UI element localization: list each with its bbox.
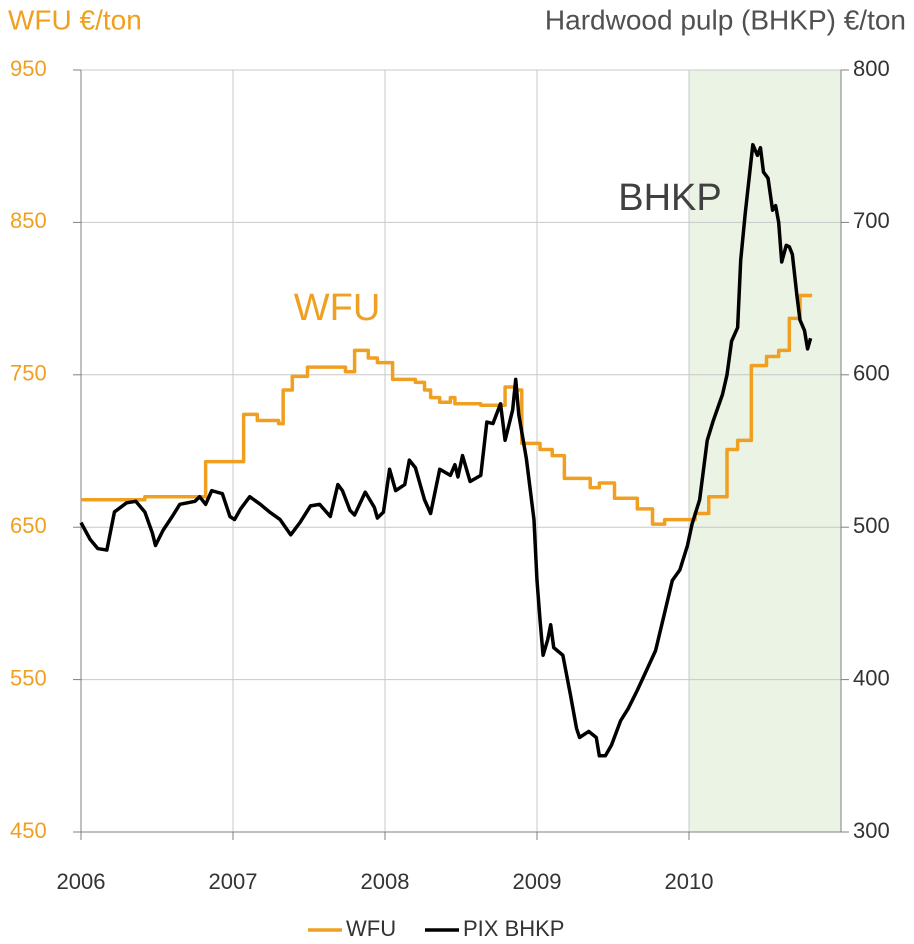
- y2-tick-label: 500: [853, 513, 890, 538]
- y-tick-label: 850: [10, 208, 47, 233]
- x-tick-label: 2006: [57, 869, 106, 894]
- y-tick-label: 950: [10, 56, 47, 81]
- y2-tick-label: 400: [853, 665, 890, 690]
- annotation: WFU: [294, 287, 381, 329]
- legend-label: PIX BHKP: [463, 916, 564, 941]
- x-tick-label: 2009: [513, 869, 562, 894]
- y2-tick-label: 300: [853, 818, 890, 843]
- x-tick-label: 2007: [209, 869, 258, 894]
- annotation: BHKP: [618, 177, 721, 219]
- y-tick-label: 650: [10, 513, 47, 538]
- y2-tick-label: 600: [853, 361, 890, 386]
- plot-area: 2006 2007 2008 2009 2010 450 550 650 750 850 950 30…: [10, 56, 890, 894]
- legend-label: WFU: [346, 916, 396, 941]
- y2-tick-label: 800: [853, 56, 890, 81]
- x-tick-label: 2008: [361, 869, 410, 894]
- y-tick-label: 750: [10, 361, 47, 386]
- y-tick-label: 550: [10, 665, 47, 690]
- data-line: [81, 293, 813, 526]
- y2-tick-label: 700: [853, 208, 890, 233]
- data-line: [79, 142, 813, 758]
- y-tick-label: 450: [10, 818, 47, 843]
- x-tick-label: 2010: [665, 869, 714, 894]
- legend: WFU PIX BHKP: [308, 916, 564, 941]
- highlight-region: [688, 69, 842, 833]
- y-axis-title: WFU €/ton: [8, 4, 142, 35]
- y2-axis-title: Hardwood pulp (BHKP) €/ton: [545, 4, 906, 35]
